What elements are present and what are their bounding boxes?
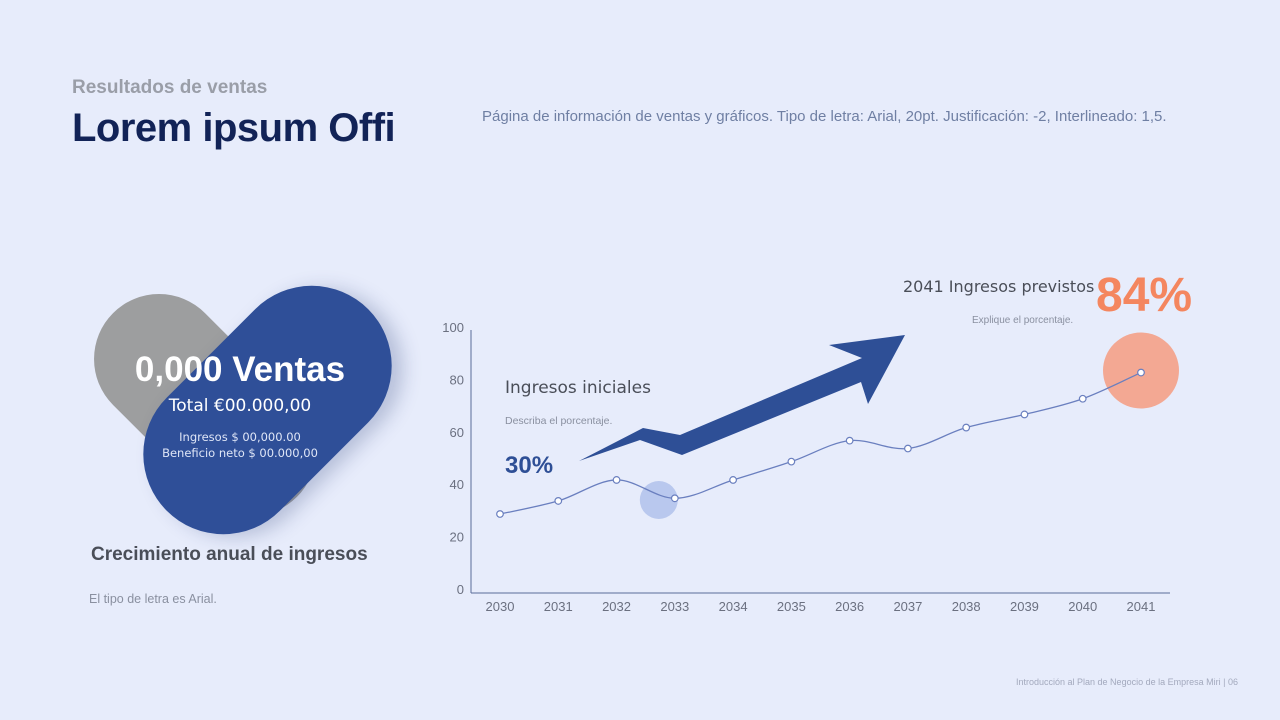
x-tick-label: 2031 — [544, 599, 573, 614]
x-tick-label: 2041 — [1127, 599, 1156, 614]
y-tick-label: 80 — [450, 372, 464, 387]
footer: Introducción al Plan de Negocio de la Em… — [1016, 677, 1238, 687]
growth-heading: Crecimiento anual de ingresos — [91, 544, 368, 565]
y-tick-label: 20 — [450, 530, 464, 545]
font-note: El tipo de letra es Arial. — [89, 592, 217, 606]
x-tick-label: 2037 — [893, 599, 922, 614]
x-tick-label: 2034 — [719, 599, 748, 614]
x-tick-label: 2035 — [777, 599, 806, 614]
x-tick-label: 2039 — [1010, 599, 1039, 614]
data-point — [1137, 368, 1145, 377]
x-tick-label: 2033 — [660, 599, 689, 614]
data-point — [612, 476, 621, 484]
data-point — [787, 457, 796, 466]
forecast-value: 84% — [1096, 269, 1193, 322]
initial-revenue-note: Describa el porcentaje. — [505, 415, 613, 427]
sales-count: 0,000 Ventas — [134, 350, 346, 389]
initial-revenue-value: 30% — [505, 452, 554, 479]
forecast-label: 2041 Ingresos previstos — [903, 277, 1095, 296]
sales-details: Ingresos $ 00,000.00 Beneficio neto $ 00… — [90, 429, 390, 461]
sales-total: Total €00.000,00 — [168, 396, 312, 416]
revenue-text: Ingresos $ 00,000.00 — [179, 430, 301, 444]
data-point — [670, 494, 679, 503]
net-profit-text: Beneficio neto $ 00.000,00 — [162, 446, 318, 460]
x-tick-label: 2032 — [602, 599, 631, 614]
data-point — [1078, 394, 1087, 403]
x-tick-label: 2030 — [486, 599, 515, 614]
initial-revenue-label: Ingresos iniciales — [505, 378, 651, 398]
y-tick-label: 60 — [450, 425, 464, 440]
growth-arrow — [579, 335, 905, 461]
x-tick-label: 2038 — [952, 599, 981, 614]
y-tick-label: 40 — [450, 477, 464, 492]
data-point — [554, 497, 563, 505]
data-point — [845, 436, 854, 445]
page-title: Lorem ipsum Offi — [72, 106, 396, 150]
forecast-note: Explique el porcentaje. — [972, 315, 1074, 326]
kicker: Resultados de ventas — [72, 77, 268, 98]
page-description: Página de información de ventas y gráfic… — [482, 108, 1167, 125]
x-tick-label: 2040 — [1068, 599, 1097, 614]
y-tick-label: 0 — [457, 582, 464, 597]
data-point — [1020, 410, 1029, 419]
data-point — [962, 423, 971, 432]
data-point — [729, 476, 737, 484]
y-tick-label: 100 — [442, 320, 464, 335]
data-point — [904, 444, 912, 453]
data-point — [496, 510, 504, 518]
x-tick-label: 2036 — [835, 599, 864, 614]
